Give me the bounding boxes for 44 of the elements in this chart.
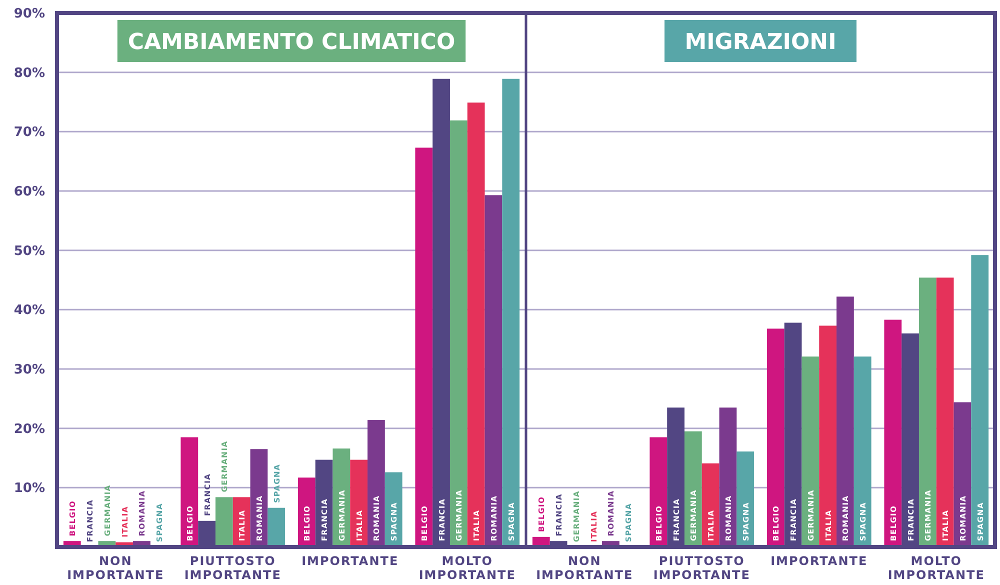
x-tick-label: MOLTO IMPORTANTE <box>888 554 985 582</box>
bar <box>836 296 854 547</box>
bar <box>650 437 668 547</box>
bar <box>215 497 233 547</box>
bar <box>854 356 872 547</box>
bar <box>180 437 198 547</box>
x-tick-label: IMPORTANTE <box>770 554 868 568</box>
y-tick-label: 50% <box>14 244 45 259</box>
bar <box>268 508 286 547</box>
y-tick-label: 70% <box>14 125 45 140</box>
y-tick-label: 80% <box>14 66 45 81</box>
bar <box>502 78 520 547</box>
bar <box>684 431 702 547</box>
bar <box>802 356 820 547</box>
bar <box>484 195 502 547</box>
bar <box>819 326 837 547</box>
bar <box>467 102 485 547</box>
y-tick-label: 30% <box>14 362 45 378</box>
bar <box>350 460 368 547</box>
bar <box>936 278 954 547</box>
x-tick-label: MOLTO IMPORTANTE <box>418 554 516 582</box>
bar <box>918 278 936 547</box>
bar <box>368 420 385 547</box>
x-tick-label: IMPORTANTE <box>302 554 399 568</box>
y-tick-label: 20% <box>14 422 45 437</box>
bar <box>971 255 989 547</box>
bar <box>450 120 468 547</box>
bar <box>884 320 902 547</box>
bar <box>954 402 972 547</box>
x-tick-label: NON IMPORTANTE <box>536 554 634 582</box>
bar <box>719 408 737 547</box>
bar <box>702 463 720 547</box>
y-tick-label: 10% <box>14 481 45 496</box>
bar <box>766 328 784 547</box>
y-tick-label: 40% <box>14 303 45 318</box>
text: CAMBIAMENTO CLIMATICO <box>128 30 456 55</box>
x-tick-label: PIUTTOSTO IMPORTANTE <box>653 554 750 582</box>
y-tick-label: 60% <box>14 184 45 200</box>
text: MIGRAZIONI <box>684 30 836 55</box>
x-tick-label: PIUTTOSTO IMPORTANTE <box>184 554 282 582</box>
bar <box>415 148 433 547</box>
x-tick-label: NON IMPORTANTE <box>67 554 164 582</box>
y-tick-label: 90% <box>14 6 45 22</box>
bar <box>736 451 754 547</box>
